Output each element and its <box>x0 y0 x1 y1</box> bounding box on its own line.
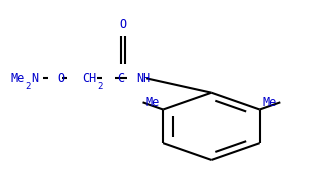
Text: NH: NH <box>137 72 151 85</box>
Text: Me: Me <box>11 72 25 85</box>
Text: Me: Me <box>146 96 160 109</box>
Text: N: N <box>32 72 39 85</box>
Text: C: C <box>117 72 125 85</box>
Text: Me: Me <box>263 96 277 109</box>
Text: 2: 2 <box>25 82 30 91</box>
Text: 2: 2 <box>98 82 103 91</box>
Text: O: O <box>57 72 64 85</box>
Text: CH: CH <box>82 72 97 85</box>
Text: O: O <box>120 18 127 31</box>
